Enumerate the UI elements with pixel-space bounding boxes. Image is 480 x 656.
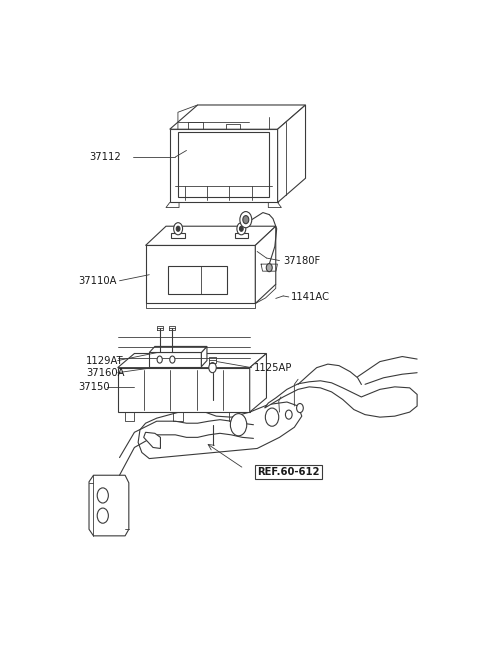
Polygon shape bbox=[149, 352, 202, 367]
Polygon shape bbox=[149, 346, 207, 352]
Circle shape bbox=[157, 356, 162, 363]
Circle shape bbox=[297, 403, 303, 413]
Circle shape bbox=[209, 363, 216, 373]
Text: 37110A: 37110A bbox=[79, 276, 117, 286]
Polygon shape bbox=[170, 105, 305, 129]
Text: 1129AT: 1129AT bbox=[86, 356, 124, 365]
Circle shape bbox=[176, 226, 180, 232]
Polygon shape bbox=[255, 226, 276, 304]
Polygon shape bbox=[178, 132, 269, 197]
Circle shape bbox=[286, 410, 292, 419]
Polygon shape bbox=[118, 354, 266, 367]
Polygon shape bbox=[138, 402, 302, 459]
Polygon shape bbox=[89, 475, 129, 536]
Polygon shape bbox=[168, 266, 228, 295]
Circle shape bbox=[97, 508, 108, 523]
Polygon shape bbox=[170, 129, 277, 203]
Polygon shape bbox=[235, 233, 248, 238]
Text: 37180F: 37180F bbox=[283, 256, 321, 266]
Text: 1125AP: 1125AP bbox=[253, 363, 292, 373]
Text: 37112: 37112 bbox=[90, 152, 121, 162]
Polygon shape bbox=[144, 432, 160, 449]
Circle shape bbox=[170, 356, 175, 363]
Circle shape bbox=[243, 216, 249, 224]
Text: 37160A: 37160A bbox=[86, 368, 124, 378]
Circle shape bbox=[240, 226, 243, 232]
Circle shape bbox=[230, 414, 247, 436]
Polygon shape bbox=[264, 380, 417, 417]
Polygon shape bbox=[202, 346, 207, 367]
Circle shape bbox=[240, 212, 252, 228]
Text: 37150: 37150 bbox=[79, 382, 110, 392]
Polygon shape bbox=[118, 367, 250, 412]
Circle shape bbox=[174, 222, 182, 235]
Polygon shape bbox=[145, 226, 276, 245]
Polygon shape bbox=[277, 105, 305, 203]
Text: 1141AC: 1141AC bbox=[290, 292, 330, 302]
Circle shape bbox=[97, 488, 108, 503]
Text: REF.60-612: REF.60-612 bbox=[257, 466, 320, 477]
Polygon shape bbox=[171, 233, 185, 238]
Polygon shape bbox=[145, 245, 255, 304]
Circle shape bbox=[265, 408, 279, 426]
Polygon shape bbox=[250, 354, 266, 412]
Circle shape bbox=[237, 222, 246, 235]
Circle shape bbox=[266, 264, 272, 272]
